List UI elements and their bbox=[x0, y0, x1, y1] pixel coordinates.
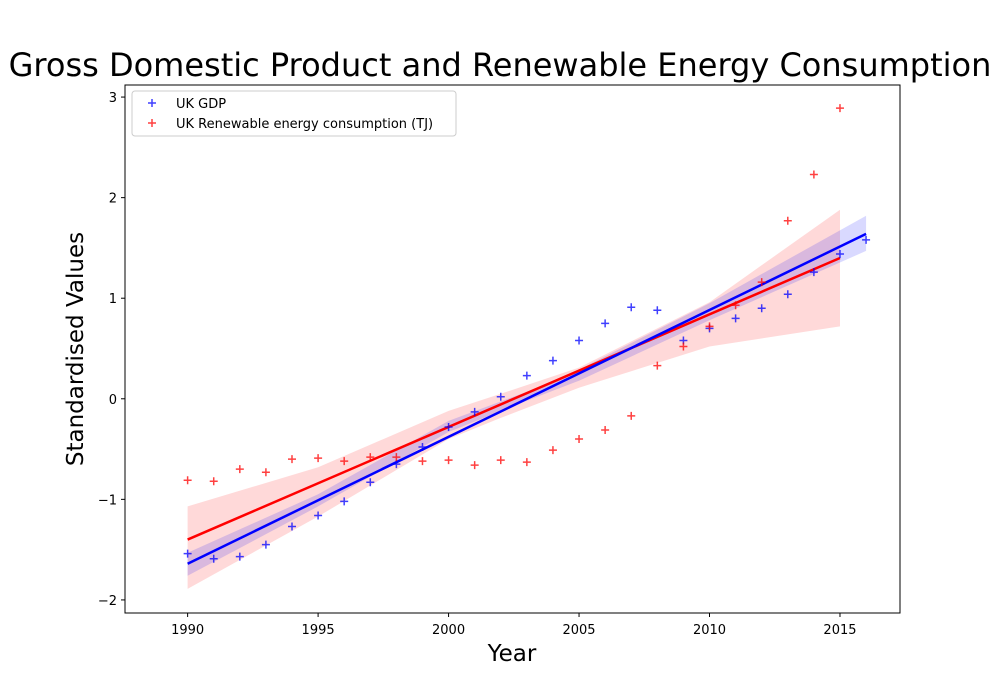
uk-gdp-point bbox=[862, 235, 871, 244]
x-tick-label: 1995 bbox=[302, 623, 335, 638]
uk-gdp-point bbox=[496, 392, 505, 401]
uk-renewable-energy-consumption-tj-regression-line bbox=[187, 256, 841, 541]
uk-renewable-energy-consumption-tj-point bbox=[496, 456, 505, 465]
uk-gdp-point bbox=[809, 268, 818, 277]
uk-gdp-point bbox=[183, 549, 192, 558]
x-tick-label: 2005 bbox=[562, 623, 595, 638]
y-tick-label: 2 bbox=[109, 192, 117, 207]
uk-gdp-point bbox=[757, 304, 766, 313]
uk-renewable-energy-consumption-tj-point bbox=[340, 457, 349, 466]
plot-area-frame bbox=[124, 84, 901, 614]
uk-gdp-point bbox=[783, 290, 792, 299]
uk-renewable-energy-consumption-tj-point bbox=[679, 342, 688, 351]
y-tick-label: 1 bbox=[109, 292, 117, 307]
uk-renewable-energy-consumption-tj-point bbox=[444, 456, 453, 465]
uk-renewable-energy-consumption-tj-point bbox=[183, 476, 192, 485]
uk-renewable-energy-consumption-tj-point bbox=[653, 361, 662, 370]
legend-marker bbox=[148, 119, 156, 127]
uk-gdp-confidence-band bbox=[187, 215, 867, 576]
uk-gdp-point bbox=[261, 540, 270, 549]
y-axis-ticks: −2 −1 0 1 2 3 bbox=[98, 91, 125, 609]
x-tick-label: 2000 bbox=[432, 623, 465, 638]
x-tick-label: 2015 bbox=[823, 623, 856, 638]
legend-label: UK Renewable energy consumption (TJ) bbox=[176, 117, 433, 132]
legend-marker bbox=[148, 99, 156, 107]
uk-renewable-energy-consumption-tj-point bbox=[314, 454, 323, 463]
uk-gdp-point bbox=[548, 356, 557, 365]
uk-gdp-point bbox=[835, 249, 844, 258]
uk-renewable-energy-consumption-tj-point bbox=[548, 446, 557, 455]
legend-label: UK GDP bbox=[176, 97, 226, 112]
uk-gdp-point bbox=[444, 422, 453, 431]
y-tick-label: −1 bbox=[98, 493, 117, 508]
uk-gdp-point bbox=[288, 522, 297, 531]
uk-gdp-point bbox=[470, 407, 479, 416]
uk-gdp-point bbox=[314, 511, 323, 520]
uk-gdp-point bbox=[653, 306, 662, 315]
uk-gdp-point bbox=[575, 336, 584, 345]
chart-title: Gross Domestic Product and Renewable Ene… bbox=[9, 46, 992, 84]
uk-renewable-energy-consumption-tj-point bbox=[392, 453, 401, 462]
uk-gdp-point bbox=[731, 314, 740, 323]
uk-renewable-energy-consumption-tj-point bbox=[288, 455, 297, 464]
uk-renewable-energy-consumption-tj-point bbox=[575, 435, 584, 444]
x-tick-label: 1990 bbox=[171, 623, 204, 638]
uk-renewable-energy-consumption-tj-point bbox=[705, 322, 714, 331]
x-axis-ticks: 1990 1995 2000 2005 2010 2015 bbox=[171, 613, 857, 638]
uk-renewable-energy-consumption-tj-point bbox=[366, 453, 375, 462]
uk-renewable-energy-consumption-tj-point bbox=[418, 457, 427, 466]
uk-renewable-energy-consumption-tj-point bbox=[235, 465, 244, 474]
uk-renewable-energy-consumption-tj-point bbox=[731, 301, 740, 310]
uk-gdp-point bbox=[418, 443, 427, 452]
uk-renewable-energy-consumption-tj-point bbox=[783, 216, 792, 225]
y-tick-label: −2 bbox=[98, 594, 117, 609]
uk-gdp-point bbox=[522, 371, 531, 380]
data-points bbox=[183, 104, 871, 563]
uk-renewable-energy-consumption-tj-point bbox=[261, 468, 270, 477]
uk-gdp-point bbox=[601, 319, 610, 328]
legend-box bbox=[131, 90, 457, 137]
legend: UK GDP UK Renewable energy consumption (T… bbox=[131, 90, 457, 137]
regression-lines bbox=[187, 232, 867, 565]
uk-renewable-energy-consumption-tj-point bbox=[627, 411, 636, 420]
uk-gdp-point bbox=[627, 303, 636, 312]
uk-gdp-point bbox=[209, 554, 218, 563]
x-axis-label: Year bbox=[487, 641, 537, 667]
y-tick-label: 0 bbox=[109, 393, 117, 408]
uk-renewable-energy-consumption-tj-point bbox=[835, 104, 844, 113]
uk-gdp-regression-line bbox=[187, 232, 867, 565]
x-tick-label: 2010 bbox=[693, 623, 726, 638]
y-axis-label: Standardised Values bbox=[63, 232, 89, 466]
uk-renewable-energy-consumption-tj-point bbox=[470, 461, 479, 470]
uk-gdp-point bbox=[340, 497, 349, 506]
uk-renewable-energy-consumption-tj-point bbox=[522, 458, 531, 467]
uk-gdp-point bbox=[235, 552, 244, 561]
uk-gdp-point bbox=[366, 478, 375, 487]
uk-renewable-energy-consumption-tj-point bbox=[757, 278, 766, 287]
uk-renewable-energy-consumption-tj-point bbox=[209, 477, 218, 486]
uk-renewable-energy-consumption-tj-point bbox=[809, 170, 818, 179]
uk-renewable-energy-consumption-tj-point bbox=[601, 425, 610, 434]
y-tick-label: 3 bbox=[109, 91, 117, 106]
uk-gdp-point bbox=[392, 460, 401, 469]
